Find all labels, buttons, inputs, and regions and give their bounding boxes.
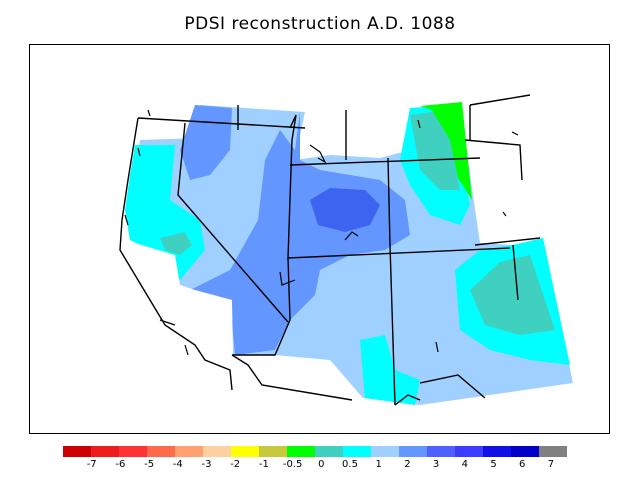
legend-labels: -7 -6 -5 -4 -3 -2 -1 -0.5 0 0.5 1 2 3 4 5 6 7 <box>63 459 579 473</box>
legend-swatch <box>175 446 203 457</box>
region-no-data-ca <box>125 240 233 355</box>
coast-details <box>124 109 519 356</box>
legend-swatch <box>427 446 455 457</box>
legend-tick-label: 1 <box>375 459 382 470</box>
legend-swatch <box>203 446 231 457</box>
legend-swatch <box>399 446 427 457</box>
legend-swatch <box>343 446 371 457</box>
legend-swatch <box>483 446 511 457</box>
region-2-to-3-west <box>180 105 232 180</box>
region-0-to-0.5-southeast <box>470 255 555 335</box>
legend-swatch <box>259 446 287 457</box>
region-0.5-to-1-south <box>360 335 420 405</box>
legend-tick-label: -2 <box>230 459 241 470</box>
region-negative-0.5-to-0 <box>420 102 472 200</box>
legend-swatch <box>63 446 91 457</box>
legend-tick-label: 0 <box>318 459 325 470</box>
legend-swatch <box>455 446 483 457</box>
legend-tick-label: 2 <box>404 459 411 470</box>
legend-tick-label: -5 <box>144 459 155 470</box>
legend-tick-label: 4 <box>461 459 468 470</box>
legend-swatch <box>119 446 147 457</box>
legend-tick-label: 6 <box>519 459 526 470</box>
legend-swatch <box>315 446 343 457</box>
region-3-to-4-core <box>310 188 380 232</box>
legend-tick-label: 7 <box>547 459 555 470</box>
legend-tick-label: 0.5 <box>342 459 358 470</box>
region-2-to-3-central <box>190 112 410 355</box>
legend-tick-label: -4 <box>172 459 183 470</box>
legend-swatch <box>511 446 539 457</box>
legend-tick-label: -3 <box>201 459 212 470</box>
region-0-to-0.5-coast <box>160 232 192 255</box>
legend-colorbar <box>63 446 567 457</box>
legend-tick-label: 3 <box>432 459 440 470</box>
state-boundaries <box>119 94 541 406</box>
legend-tick-label: -0.5 <box>282 459 303 470</box>
legend-swatch <box>91 446 119 457</box>
legend-swatch <box>371 446 399 457</box>
legend-swatch <box>147 446 175 457</box>
legend-tick-label: -6 <box>115 459 126 470</box>
chart-title: PDSI reconstruction A.D. 1088 <box>184 14 456 34</box>
legend-tick-label: -1 <box>258 459 269 470</box>
map-frame <box>29 44 610 434</box>
legend-tick-label: -7 <box>86 459 97 470</box>
legend-swatch <box>287 446 315 457</box>
legend-swatch <box>539 446 567 457</box>
legend-swatch <box>231 446 259 457</box>
legend-tick-label: 5 <box>490 459 497 470</box>
